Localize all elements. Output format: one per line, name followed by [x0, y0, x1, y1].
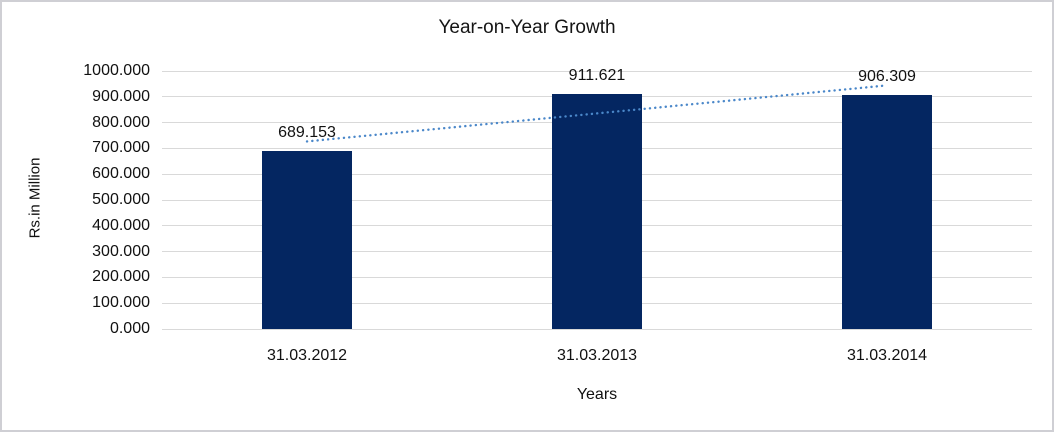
value-label: 911.621: [568, 66, 626, 84]
y-tick-label: 700.000: [92, 139, 150, 157]
value-label: 906.309: [858, 68, 916, 86]
bar-31.03.2013: [552, 93, 642, 329]
x-tick-label: 31.03.2013: [556, 347, 638, 364]
bar-31.03.2014: [842, 95, 932, 329]
value-label: 689.153: [278, 124, 336, 142]
y-tick-label: 800.000: [92, 113, 150, 131]
gridline: [162, 328, 1032, 330]
gridline: [162, 70, 1032, 72]
y-tick-label: 500.000: [92, 191, 150, 208]
y-tick-label: 900.000: [92, 87, 150, 105]
y-tick-label: 1000.000: [83, 62, 150, 79]
y-axis-tick-labels: 1000.000 900.000 800.000 700.000 600.000 500.…: [2, 62, 150, 337]
trendline: [305, 84, 889, 143]
plot-area: 689.153 911.621 906.309: [162, 67, 1032, 330]
y-tick-label: 200.000: [92, 268, 150, 286]
x-tick-label: 31.03.2014: [846, 347, 928, 364]
y-tick-label: 600.000: [92, 165, 150, 183]
bar-31.03.2012: [262, 151, 352, 329]
x-tick-label: 31.03.2012: [266, 347, 348, 364]
y-tick-label: 100.000: [92, 294, 150, 312]
x-axis-title: Years: [576, 386, 618, 403]
chart-title: Year-on-Year Growth: [438, 17, 616, 38]
y-tick-label: 300.000: [92, 242, 150, 260]
y-tick-label: 0.000: [109, 320, 150, 337]
y-tick-label: 400.000: [92, 216, 150, 234]
x-axis-tick-labels: 31.03.2012 31.03.2013 31.03.2014: [162, 346, 1032, 366]
